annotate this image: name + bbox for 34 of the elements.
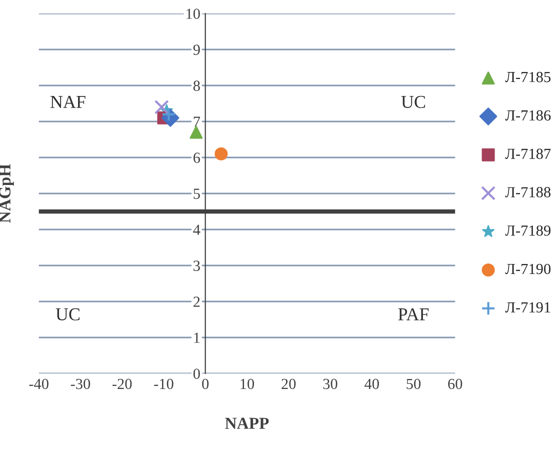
y-tick-label: 5 bbox=[194, 188, 200, 199]
annotation: NAF bbox=[50, 96, 86, 108]
legend-label: Л-7190 bbox=[505, 264, 551, 274]
y-tick-label: 1 bbox=[194, 332, 200, 343]
y-tick-label: 4 bbox=[193, 224, 200, 235]
x-tick-label: -30 bbox=[70, 378, 90, 390]
y-tick-label: 10 bbox=[186, 8, 200, 19]
legend-label: Л-7185 bbox=[505, 72, 551, 82]
y-tick-label: 8 bbox=[193, 80, 200, 91]
legend-label: Л-7191 bbox=[505, 302, 550, 313]
x-tick-label: 10 bbox=[240, 378, 254, 390]
x-tick-label: 50 bbox=[406, 378, 421, 390]
x-tick-label: 30 bbox=[323, 378, 338, 390]
y-tick-label: 0 bbox=[193, 368, 200, 379]
legend-label: Л-7189 bbox=[505, 225, 550, 236]
x-tick-label: 0 bbox=[202, 378, 209, 390]
legend-label: Л-7186 bbox=[505, 110, 551, 121]
y-tick-label: 9 bbox=[193, 44, 200, 55]
legend-label: Л-7187 bbox=[505, 148, 551, 159]
annotation: UC bbox=[56, 308, 80, 320]
y-tick-label: 3 bbox=[194, 260, 200, 271]
x-tick-label: 60 bbox=[448, 378, 462, 390]
y-tick-label: 6 bbox=[194, 152, 200, 163]
x-tick-label: 20 bbox=[282, 378, 296, 390]
x-axis-title: NAPP bbox=[225, 418, 269, 429]
x-tick-label: -40 bbox=[29, 378, 48, 390]
x-tick-label: 40 bbox=[364, 378, 379, 390]
annotation: PAF bbox=[398, 308, 429, 320]
x-tick-label: -10 bbox=[154, 378, 174, 390]
y-tick-label: 7 bbox=[194, 116, 200, 127]
annotation: UC bbox=[401, 96, 426, 108]
y-tick-label: 2 bbox=[194, 296, 200, 307]
legend-label: Л-7188 bbox=[505, 187, 551, 198]
x-tick-label: -20 bbox=[112, 378, 132, 390]
